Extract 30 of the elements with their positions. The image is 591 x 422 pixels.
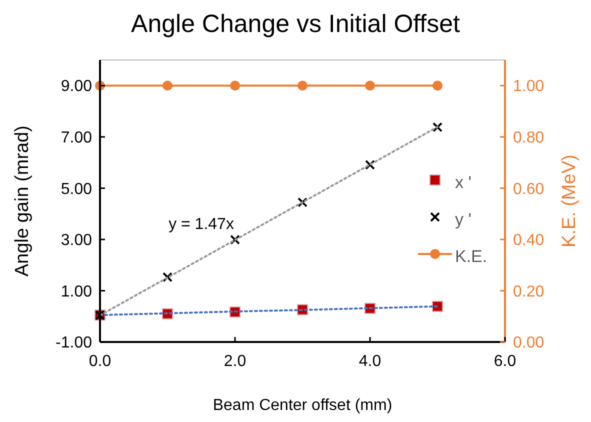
- point: [230, 234, 240, 245]
- legend-label: y ': [455, 210, 472, 229]
- x-tick-label: 6.0: [494, 353, 516, 370]
- y-axis-title: Angle gain (mrad): [12, 125, 33, 277]
- annotation: y = 1.47x: [168, 216, 234, 234]
- point: [432, 300, 443, 312]
- x-tick-label: 2.0: [224, 353, 246, 370]
- y2-axis-title: K.E. (MeV): [559, 154, 580, 248]
- y-tick-label: 9.00: [60, 78, 92, 96]
- y-tick-label: 7.00: [60, 130, 92, 147]
- x-tick-label: 0.0: [88, 353, 112, 370]
- point: [432, 122, 442, 132]
- point: [298, 197, 308, 208]
- y2-tick-label: 0.40: [513, 232, 544, 250]
- legend-label: x ': [455, 173, 472, 192]
- y-tick-label: 1.00: [60, 283, 92, 300]
- y2-tick-label: 0.80: [513, 130, 544, 147]
- y2-tick-label: 0.20: [513, 283, 544, 300]
- y2-tick-label: 0.60: [513, 180, 544, 198]
- x-tick-label: 4.0: [358, 353, 382, 370]
- y-tick-label: 5.00: [60, 180, 92, 198]
- legend-label: K.E.: [455, 247, 488, 266]
- x-axis-title: Beam Center offset (mm): [212, 397, 392, 414]
- y2-tick-label: 0.00: [513, 334, 544, 352]
- point: [365, 160, 375, 170]
- y2-tick-label: 1.00: [513, 78, 544, 96]
- y-tick-label: 3.00: [60, 232, 92, 250]
- chart-title: Angle Change vs Initial Offset: [131, 10, 460, 38]
- point: [162, 272, 172, 282]
- y-tick-label: -1.00: [56, 334, 92, 352]
